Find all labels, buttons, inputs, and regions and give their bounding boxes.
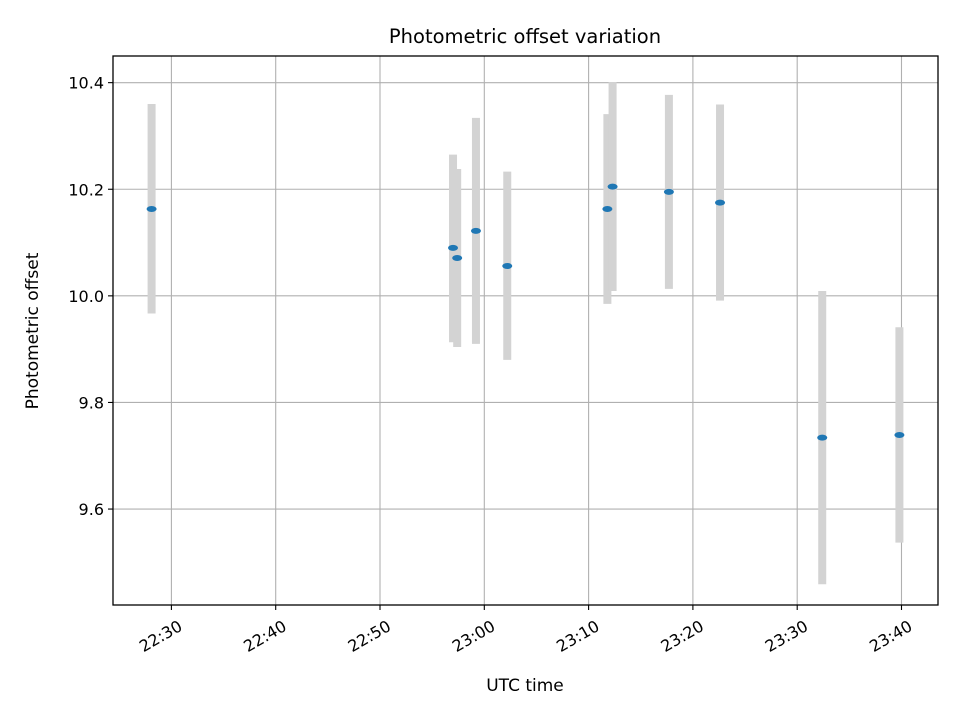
- y-tick-label: 10.2: [68, 180, 104, 199]
- data-point: [817, 434, 828, 441]
- data-point: [607, 183, 618, 190]
- y-tick-label: 9.8: [79, 393, 104, 412]
- x-axis-label: UTC time: [486, 676, 564, 696]
- data-point: [715, 199, 726, 206]
- data-points: [146, 183, 905, 441]
- data-point: [502, 263, 513, 270]
- plot-frame: [112, 55, 939, 606]
- data-point: [452, 255, 463, 262]
- y-axis: 9.6 9.8 10.0 10.2 10.4: [68, 74, 113, 519]
- data-point: [448, 244, 459, 251]
- data-point: [470, 227, 481, 234]
- y-tick-label: 10.0: [68, 287, 104, 306]
- data-point: [602, 205, 613, 212]
- grid: [113, 56, 938, 605]
- data-point: [894, 431, 905, 438]
- y-tick-label: 9.6: [79, 500, 104, 519]
- data-point: [663, 188, 674, 195]
- chart-title: Photometric offset variation: [389, 25, 661, 48]
- data-point: [146, 205, 157, 212]
- y-tick-label: 10.4: [68, 74, 104, 93]
- y-axis-label: Photometric offset: [23, 252, 43, 409]
